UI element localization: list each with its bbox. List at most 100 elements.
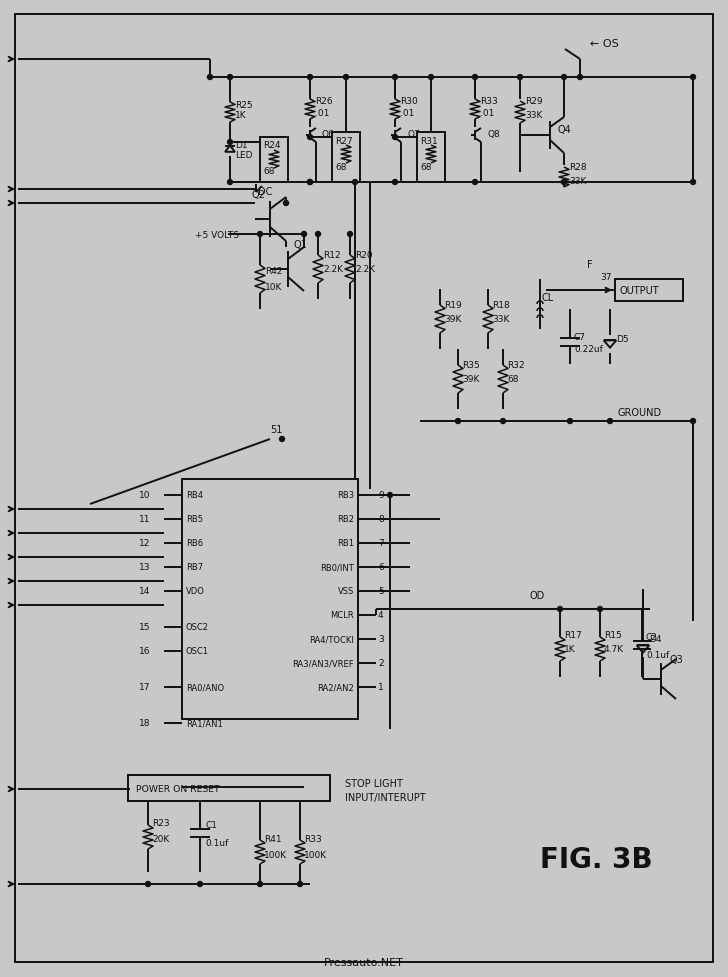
Text: Q7: Q7 — [407, 129, 420, 139]
Circle shape — [501, 419, 505, 424]
Text: R29: R29 — [525, 98, 542, 106]
Text: POWER ON RESET: POWER ON RESET — [136, 785, 220, 793]
Text: 13: 13 — [138, 563, 150, 572]
Text: 2.2K: 2.2K — [355, 265, 375, 275]
Text: R30: R30 — [400, 98, 418, 106]
Text: RA0/ANO: RA0/ANO — [186, 683, 224, 692]
Text: C7: C7 — [574, 332, 586, 341]
Text: 9: 9 — [378, 491, 384, 500]
Text: 18: 18 — [138, 719, 150, 728]
Text: MCLR: MCLR — [331, 611, 354, 619]
Text: R35: R35 — [462, 361, 480, 370]
Text: VSS: VSS — [338, 587, 354, 596]
Text: RB7: RB7 — [186, 563, 203, 572]
Circle shape — [258, 233, 263, 237]
Text: F: F — [587, 260, 593, 270]
Circle shape — [352, 181, 357, 186]
Text: RB4: RB4 — [186, 491, 203, 500]
Text: 4.7K: 4.7K — [604, 645, 624, 654]
Text: 100K: 100K — [304, 850, 327, 859]
Text: 5: 5 — [378, 587, 384, 596]
Circle shape — [146, 881, 151, 886]
Circle shape — [307, 136, 312, 141]
Text: 68: 68 — [420, 162, 432, 171]
Text: R28: R28 — [569, 163, 587, 172]
Text: 2: 2 — [378, 658, 384, 668]
Circle shape — [280, 437, 285, 442]
Text: R26: R26 — [315, 98, 333, 106]
Text: RA1/AN1: RA1/AN1 — [186, 719, 223, 728]
Text: 39K: 39K — [462, 375, 479, 384]
Text: .01: .01 — [315, 108, 329, 117]
Text: 37: 37 — [600, 273, 612, 281]
Text: 6: 6 — [378, 563, 384, 572]
Circle shape — [568, 419, 572, 424]
Text: R32: R32 — [507, 361, 525, 370]
Text: R24: R24 — [263, 142, 280, 150]
Text: .01: .01 — [480, 108, 494, 117]
Text: R17: R17 — [564, 631, 582, 640]
Text: 33K: 33K — [492, 316, 510, 324]
Text: LED: LED — [235, 151, 253, 160]
Text: D5: D5 — [616, 335, 628, 344]
Text: 51: 51 — [270, 425, 282, 435]
Text: 8: 8 — [378, 515, 384, 524]
Text: 1K: 1K — [235, 111, 247, 120]
Text: 14: 14 — [138, 587, 150, 596]
Text: Q8: Q8 — [487, 129, 499, 139]
Text: C2: C2 — [646, 633, 658, 642]
Circle shape — [344, 75, 349, 80]
Text: Q1: Q1 — [293, 239, 306, 250]
Text: 20K: 20K — [152, 834, 169, 843]
Text: .01: .01 — [400, 108, 414, 117]
Text: R18: R18 — [492, 301, 510, 310]
Text: 0.1uf: 0.1uf — [205, 837, 229, 847]
Text: R33: R33 — [480, 98, 498, 106]
Circle shape — [307, 181, 312, 186]
Text: RA3/AN3/VREF: RA3/AN3/VREF — [293, 658, 354, 668]
Text: R12: R12 — [323, 251, 341, 260]
Circle shape — [690, 419, 695, 424]
Text: R25: R25 — [235, 101, 253, 109]
Circle shape — [227, 181, 232, 186]
Text: 33K: 33K — [525, 111, 542, 120]
Text: R41: R41 — [264, 833, 282, 842]
Text: R31: R31 — [420, 137, 438, 146]
Text: CL: CL — [542, 293, 554, 303]
Circle shape — [207, 75, 213, 80]
Text: FIG. 3B: FIG. 3B — [540, 845, 652, 873]
Text: 68: 68 — [507, 375, 518, 384]
Text: Q3: Q3 — [669, 655, 683, 664]
Circle shape — [561, 75, 566, 80]
Text: 7: 7 — [378, 539, 384, 548]
Text: 2.2K: 2.2K — [323, 265, 343, 275]
Text: RB6: RB6 — [186, 539, 203, 548]
Text: 10: 10 — [138, 491, 150, 500]
Text: RB5: RB5 — [186, 515, 203, 524]
Text: 1: 1 — [378, 683, 384, 692]
Circle shape — [258, 881, 263, 886]
Text: 4: 4 — [378, 611, 384, 619]
Circle shape — [392, 136, 397, 141]
Text: Q6: Q6 — [322, 129, 335, 139]
Text: 1K: 1K — [564, 645, 576, 654]
Text: R23: R23 — [152, 819, 170, 828]
Text: DC: DC — [258, 187, 272, 196]
Text: 12: 12 — [138, 539, 150, 548]
Text: RB2: RB2 — [337, 515, 354, 524]
Circle shape — [301, 233, 306, 237]
Text: 17: 17 — [138, 683, 150, 692]
Text: 100K: 100K — [264, 850, 287, 859]
Bar — [417, 133, 445, 183]
Text: VDO: VDO — [186, 587, 205, 596]
Bar — [128, 775, 330, 801]
Circle shape — [472, 75, 478, 80]
Circle shape — [347, 233, 352, 237]
Circle shape — [429, 75, 433, 80]
Circle shape — [307, 181, 312, 186]
Text: 0.1uf: 0.1uf — [646, 650, 669, 658]
Circle shape — [558, 607, 563, 612]
Text: 10K: 10K — [265, 283, 282, 292]
Circle shape — [227, 75, 232, 80]
Text: R33: R33 — [304, 833, 322, 842]
